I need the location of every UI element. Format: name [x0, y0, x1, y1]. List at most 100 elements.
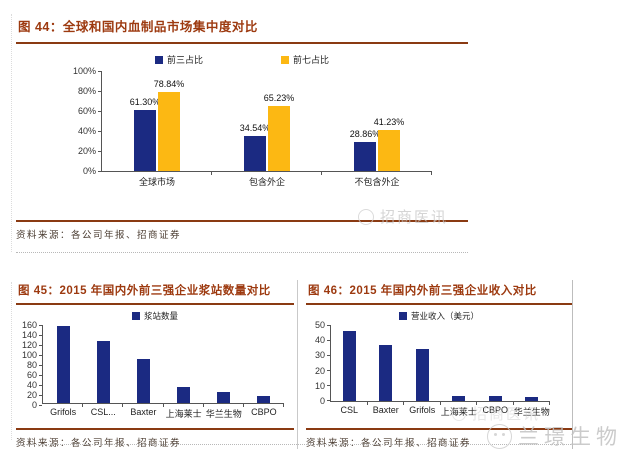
bar-Baxter	[379, 344, 393, 401]
y-tick-label: 60	[16, 370, 42, 380]
bar-value-label: 41.23%	[373, 116, 405, 127]
legend-item-jiangzhan: 浆站数量	[131, 310, 178, 322]
gold-swatch-icon	[281, 55, 289, 64]
legend-label: 前七占比	[293, 55, 330, 65]
section-divider-dotted	[16, 252, 468, 253]
bar-wrap	[415, 325, 429, 401]
bar-CBPO	[488, 396, 502, 401]
bar-wrap	[136, 325, 150, 403]
bar-wrap	[56, 325, 70, 403]
bar-group: 34.54% 65.23% 包含外企	[212, 71, 322, 187]
source-rule	[306, 428, 572, 430]
legend-item-shouru: 营业收入（美元）	[398, 310, 479, 322]
bar-wrap	[96, 325, 110, 403]
y-axis: 50 40 30 20 10 0	[306, 320, 330, 406]
bar-group: CSL	[331, 325, 368, 415]
bar-value-label: 61.30%	[129, 96, 161, 107]
bar-华兰生物	[217, 391, 231, 403]
plot-area: Grifols CSL... Baxter 上海莱士 华兰生物 CBPO	[42, 325, 285, 419]
bar-包含外企	[268, 105, 290, 171]
bar-wrap: 28.86%	[350, 71, 380, 171]
page-bottom-dotted	[16, 444, 573, 445]
bar-上海莱士	[177, 386, 191, 403]
bar-group: CBPO	[244, 325, 285, 417]
bar-wrap	[342, 325, 356, 401]
figure-46-title: 图 46：2015 年国内外前三强企业收入对比	[308, 285, 537, 297]
plot-area: 61.30% 78.84% 全球市场 34.54% 65.23% 包含外企 28.86% 41…	[101, 71, 432, 187]
x-category-label: 包含外企	[248, 177, 286, 187]
y-tick-label: 30	[306, 350, 330, 360]
bar-group: 28.86% 41.23% 不包含外企	[322, 71, 432, 187]
figure-45-legend: 浆站数量	[16, 310, 294, 322]
bar-group: 上海莱士	[441, 325, 478, 417]
bar-wrap	[525, 325, 539, 401]
x-category-label: 不包含外企	[354, 177, 400, 187]
bar-wrap: 65.23%	[264, 71, 294, 171]
figure-44-source: 资料来源：各公司年报、招商证券	[16, 230, 182, 241]
y-tick-label: 20	[16, 390, 42, 400]
legend-item-qian7: 前七占比	[281, 53, 329, 66]
bar-value-label: 28.86%	[349, 129, 381, 140]
x-category-label: CSL	[340, 405, 359, 415]
figure-46-source: 资料来源：各公司年报、招商证券	[306, 438, 472, 449]
y-axis: 160 140 120 100 80 60 40 20 0	[16, 320, 42, 410]
x-category-label: 华兰生物	[513, 407, 550, 417]
source-rule	[16, 220, 468, 222]
left-dotted-border	[11, 282, 12, 440]
y-tick-label: 80	[16, 360, 42, 370]
navy-swatch-icon	[154, 55, 163, 64]
bar-wrap	[217, 325, 231, 403]
x-category-label: Baxter	[130, 407, 157, 417]
bar-group: Grifols	[404, 325, 441, 415]
y-tick-label: 80%	[65, 86, 101, 96]
figure-45-title: 图 45：2015 年国内外前三强企业浆站数量对比	[18, 285, 271, 297]
y-tick-label: 100%	[65, 66, 101, 76]
y-tick-label: 0	[16, 400, 42, 410]
y-tick-label: 40	[306, 335, 330, 345]
bottom-figures-row: 图 45：2015 年国内外前三强企业浆站数量对比 浆站数量 160 140 120…	[16, 280, 573, 449]
x-category-label: CBPO	[251, 407, 277, 417]
figure-45-source: 资料来源：各公司年报、招商证券	[16, 438, 182, 449]
bar-上海莱士	[452, 396, 466, 401]
bar-Baxter	[136, 359, 150, 403]
x-category-label: 华兰生物	[205, 409, 242, 419]
x-category-label: 全球市场	[138, 177, 176, 187]
left-dotted-border	[11, 14, 12, 252]
bar-不包含外企	[378, 129, 400, 171]
y-tick-label: 160	[16, 320, 42, 330]
y-tick-label: 50	[306, 320, 330, 330]
bar-group: 华兰生物	[514, 325, 551, 417]
legend-label: 前三占比	[166, 55, 203, 65]
bar-CSL...	[96, 340, 110, 403]
x-category-label: CSL...	[90, 407, 116, 417]
x-category-label: Grifols	[50, 407, 77, 417]
source-rule	[16, 428, 294, 430]
bar-Grifols	[56, 325, 70, 403]
bar-CBPO	[257, 395, 271, 403]
y-tick-label: 20	[306, 366, 330, 376]
bar-wrap: 34.54%	[240, 71, 270, 171]
y-tick-label: 40	[16, 380, 42, 390]
figure-45-title-rule	[16, 303, 294, 305]
bar-group: 上海莱士	[164, 325, 204, 419]
legend-label: 浆站数量	[143, 311, 178, 321]
x-category-label: 上海莱士	[440, 407, 477, 417]
y-tick-label: 60%	[65, 106, 101, 116]
bar-group: CBPO	[477, 325, 514, 415]
bar-value-label: 34.54%	[239, 123, 271, 134]
figure-44-legend: 前三占比 前七占比	[16, 53, 468, 66]
y-tick-label: 100	[16, 350, 42, 360]
bar-group: 华兰生物	[204, 325, 245, 419]
bar-全球市场	[158, 92, 180, 171]
figure-45-panel: 图 45：2015 年国内外前三强企业浆站数量对比 浆站数量 160 140 120…	[16, 280, 298, 449]
bar-group: 61.30% 78.84% 全球市场	[102, 71, 212, 187]
bar-CSL	[342, 331, 356, 401]
figure-44-title-rule	[16, 42, 468, 44]
bar-value-label: 65.23%	[263, 92, 295, 103]
figure-44-chart: 100% 80% 60% 40% 20% 0% 61.30% 78.84% 全球市场 34.54…	[65, 66, 468, 187]
bar-wrap	[379, 325, 393, 401]
y-tick-label: 120	[16, 340, 42, 350]
y-tick-label: 140	[16, 330, 42, 340]
bar-不包含外企	[354, 142, 376, 171]
